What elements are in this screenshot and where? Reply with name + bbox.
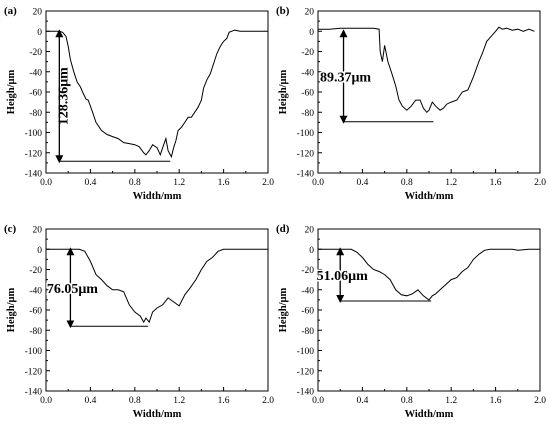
x-tick-label: 0.4 — [84, 396, 96, 406]
x-tick-label: 1.2 — [445, 396, 457, 406]
x-tick-label: 2.0 — [262, 396, 274, 406]
x-tick-label: 0.4 — [356, 396, 368, 406]
y-tick-label: 0 — [37, 246, 42, 256]
y-tick-label: 20 — [33, 226, 43, 236]
depth-annotation-label: 89.37μm — [320, 70, 371, 85]
x-tick-label: 1.2 — [173, 178, 185, 188]
y-tick-label: -60 — [301, 307, 314, 317]
y-tick-label: 20 — [305, 8, 315, 18]
y-axis-label: Heigh/μm — [278, 70, 289, 115]
panel-label: (a) — [4, 5, 17, 17]
depth-annotation-label: 128.36μm — [56, 67, 71, 125]
y-tick-label: -60 — [301, 89, 314, 99]
x-axis-label: Width/mm — [405, 191, 454, 202]
y-tick-label: 0 — [309, 246, 314, 256]
x-tick-label: 1.6 — [490, 178, 502, 188]
x-tick-label: 0.0 — [40, 396, 52, 406]
x-tick-label: 0.8 — [129, 396, 141, 406]
x-tick-label: 2.0 — [262, 178, 274, 188]
panel-label: (b) — [276, 5, 290, 17]
x-axis-label: Width/mm — [133, 409, 182, 420]
x-tick-label: 0.0 — [312, 396, 324, 406]
depth-annotation-label: 76.05μm — [47, 282, 98, 297]
series-line-0 — [318, 248, 540, 301]
y-tick-label: -80 — [301, 327, 314, 337]
x-tick-label: 1.2 — [173, 396, 185, 406]
x-tick-label: 0.4 — [356, 178, 368, 188]
plot-frame — [317, 10, 541, 174]
y-tick-label: 20 — [33, 8, 43, 18]
x-tick-label: 0.8 — [401, 178, 413, 188]
y-tick-label: -40 — [301, 286, 314, 296]
x-tick-label: 2.0 — [534, 178, 546, 188]
y-tick-label: -20 — [29, 48, 42, 58]
y-tick-label: -60 — [29, 89, 42, 99]
x-tick-label: 1.6 — [490, 396, 502, 406]
panel-label: (c) — [4, 223, 17, 235]
depth-annotation-label: 51.06μm — [317, 269, 368, 284]
series-line-0 — [318, 26, 535, 114]
y-tick-label: -100 — [297, 129, 315, 139]
y-tick-label: -140 — [25, 170, 43, 180]
y-tick-label: -20 — [29, 266, 42, 276]
y-tick-label: -40 — [29, 286, 42, 296]
x-tick-label: 0.8 — [401, 396, 413, 406]
y-tick-label: -140 — [25, 388, 43, 398]
y-tick-label: -80 — [301, 109, 314, 119]
x-tick-label: 1.6 — [218, 396, 230, 406]
y-tick-label: -120 — [25, 367, 43, 377]
y-tick-label: -80 — [29, 327, 42, 337]
plot-frame — [45, 228, 269, 392]
y-tick-label: 0 — [37, 28, 42, 38]
series-line-0 — [46, 29, 268, 159]
y-axis-label: Heigh/μm — [6, 288, 17, 333]
y-tick-label: -20 — [301, 48, 314, 58]
x-tick-label: 0.0 — [40, 178, 52, 188]
plot-frame — [317, 228, 541, 392]
y-tick-label: -100 — [25, 129, 43, 139]
y-tick-label: -100 — [297, 347, 315, 357]
y-axis-label: Heigh/μm — [6, 70, 17, 115]
y-tick-label: -60 — [29, 307, 42, 317]
x-tick-label: 0.8 — [129, 178, 141, 188]
x-tick-label: 0.0 — [312, 178, 324, 188]
y-tick-label: -140 — [297, 388, 315, 398]
series-line-0 — [46, 248, 268, 324]
y-axis-label: Heigh/μm — [278, 288, 289, 333]
y-tick-label: 0 — [309, 28, 314, 38]
y-tick-label: -100 — [25, 347, 43, 357]
x-tick-label: 1.2 — [445, 178, 457, 188]
y-tick-label: -120 — [297, 149, 315, 159]
x-tick-label: 2.0 — [534, 396, 546, 406]
x-axis-label: Width/mm — [405, 409, 454, 420]
x-tick-label: 0.4 — [84, 178, 96, 188]
y-tick-label: -140 — [297, 170, 315, 180]
y-tick-label: -80 — [29, 109, 42, 119]
y-tick-label: -20 — [301, 266, 314, 276]
y-tick-label: -40 — [301, 68, 314, 78]
panel-label: (d) — [276, 223, 290, 235]
x-tick-label: 1.6 — [218, 178, 230, 188]
y-tick-label: -120 — [297, 367, 315, 377]
y-tick-label: -40 — [29, 68, 42, 78]
x-axis-label: Width/mm — [133, 191, 182, 202]
y-tick-label: 20 — [305, 226, 315, 236]
y-tick-label: -120 — [25, 149, 43, 159]
